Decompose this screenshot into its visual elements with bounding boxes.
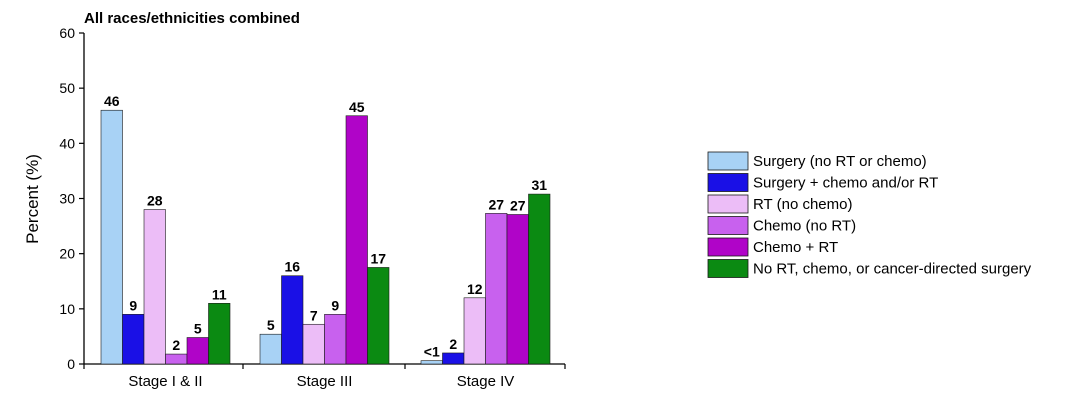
y-tick-label: 60 <box>59 25 75 41</box>
data-label: 5 <box>267 317 275 333</box>
y-tick-label: 40 <box>59 135 75 151</box>
bar <box>324 314 347 365</box>
bar <box>208 303 231 365</box>
legend-label: Chemo + RT <box>753 239 838 256</box>
data-label: 46 <box>104 93 120 109</box>
data-label: 27 <box>510 197 526 213</box>
data-label: 28 <box>147 193 163 209</box>
legend-swatch <box>707 259 749 278</box>
legend-label: No RT, chemo, or cancer-directed surgery <box>753 261 1032 278</box>
legend-label: RT (no chemo) <box>753 196 853 213</box>
legend-swatch <box>707 194 749 214</box>
x-tick-label: Stage III <box>297 373 353 390</box>
bar <box>281 275 304 365</box>
legend-swatch <box>707 173 749 192</box>
legend-swatch <box>707 151 749 171</box>
data-label: 9 <box>129 297 137 313</box>
y-tick-label: 30 <box>59 191 75 207</box>
bar <box>259 333 282 365</box>
bar <box>100 109 123 365</box>
bar <box>345 115 368 365</box>
bar <box>367 267 390 365</box>
legend-label: Surgery + chemo and/or RT <box>753 175 938 192</box>
data-label: 2 <box>172 337 180 353</box>
data-label: 17 <box>370 250 386 266</box>
bar <box>442 352 465 365</box>
data-label: 11 <box>212 286 227 302</box>
legend: Surgery (no RT or chemo) Surgery + chemo … <box>707 151 1032 278</box>
bar <box>463 297 486 365</box>
data-label: 27 <box>488 196 504 212</box>
bar <box>165 353 188 365</box>
data-label: 31 <box>531 177 547 193</box>
data-label: 45 <box>349 99 365 115</box>
bar <box>122 314 145 365</box>
legend-swatch <box>707 216 749 235</box>
y-axis-label: Percent (%) <box>23 154 42 244</box>
bar <box>506 214 529 365</box>
data-label: 16 <box>284 259 300 275</box>
x-tick-label: Stage IV <box>457 373 515 390</box>
data-label: 7 <box>310 307 318 323</box>
legend-swatch <box>707 237 749 257</box>
bar <box>186 337 209 365</box>
bar <box>485 213 508 365</box>
x-tick-label: Stage I & II <box>128 373 202 390</box>
y-tick-label: 50 <box>59 80 75 96</box>
data-label: 5 <box>194 321 202 337</box>
chart-title: All races/ethnicities combined <box>84 10 300 27</box>
y-tick-label: 10 <box>59 301 75 317</box>
legend-label: Chemo (no RT) <box>753 218 856 235</box>
y-tick-label: 20 <box>59 246 75 262</box>
data-label: 2 <box>449 336 457 352</box>
legend-label: Surgery (no RT or chemo) <box>753 153 927 170</box>
bar <box>528 193 551 365</box>
bar <box>420 360 443 365</box>
data-label: <1 <box>424 344 440 360</box>
data-label: 9 <box>331 297 339 313</box>
bar <box>302 323 325 365</box>
data-label: 12 <box>467 281 483 297</box>
bar <box>143 209 166 365</box>
y-tick-label: 0 <box>67 356 75 372</box>
